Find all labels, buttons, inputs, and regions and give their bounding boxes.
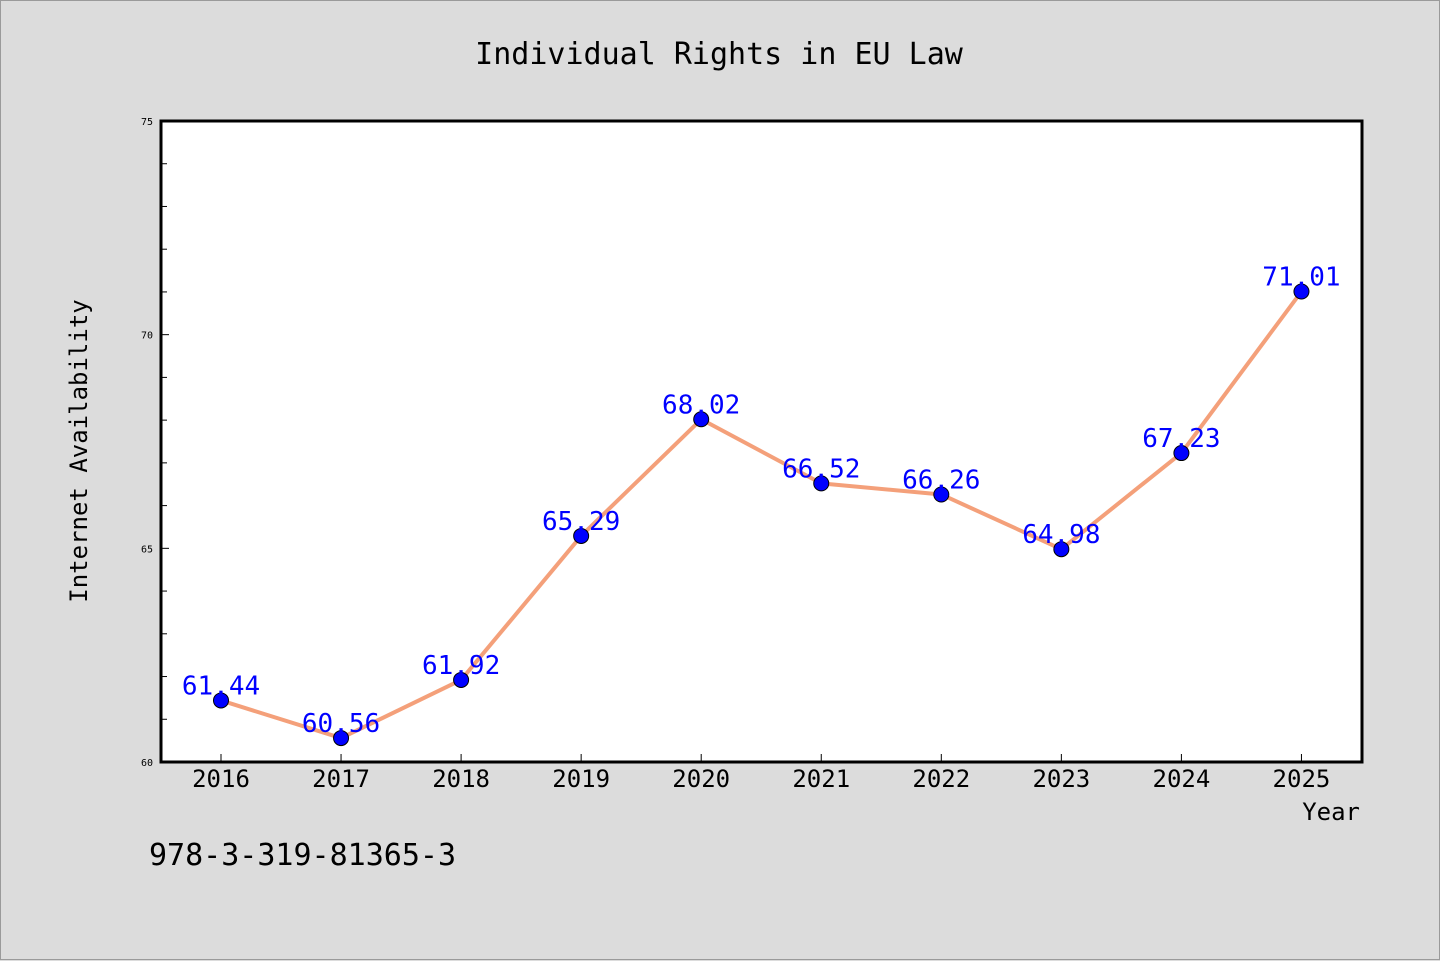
plot-area: [161, 121, 1362, 762]
data-label: 60.56: [302, 709, 380, 739]
data-point: [453, 671, 470, 688]
data-label: 64.98: [1022, 520, 1100, 550]
x-tick-label: 2016: [192, 765, 250, 793]
y-tick-label: 60: [141, 758, 153, 769]
data-label: 61.92: [422, 651, 500, 681]
x-tick-label: 2023: [1032, 765, 1090, 793]
data-point: [333, 730, 350, 747]
x-tick-label: 2022: [912, 765, 970, 793]
data-point: [933, 486, 950, 503]
data-point: [693, 411, 710, 428]
x-tick-label: 2018: [432, 765, 490, 793]
data-point: [1173, 445, 1190, 462]
data-label: 65.29: [542, 507, 620, 537]
data-point: [813, 475, 830, 492]
x-tick-label: 2024: [1153, 765, 1211, 793]
axis-ticks: 60 65 70 75 2016 2017 2018 2019 2020 2021 2022 2023…: [141, 117, 1330, 793]
x-tick-label: 2025: [1273, 765, 1331, 793]
data-point: [1053, 541, 1070, 558]
series-line: [219, 289, 1304, 741]
series-layer: 61.44 60.56 61.92 65.29 68.02 66.52 66.26 64.98…: [182, 263, 1341, 747]
x-axis-label: Year: [1302, 798, 1360, 826]
x-tick-label: 2019: [552, 765, 610, 793]
data-label: 68.02: [662, 390, 740, 420]
data-label: 66.52: [782, 454, 860, 484]
data-point: [213, 692, 229, 709]
x-tick-label: 2020: [672, 765, 730, 793]
data-point: [1293, 283, 1310, 300]
x-tick-label: 2017: [312, 765, 370, 793]
y-tick-label: 70: [141, 331, 153, 342]
plot-frame: [159, 119, 1364, 764]
x-tick-label: 2021: [792, 765, 850, 793]
data-label: 61.44: [182, 671, 260, 701]
y-axis-label: Internet Availability: [65, 299, 93, 602]
chart-title: Individual Rights in EU Law: [475, 37, 964, 72]
data-label: 67.23: [1142, 424, 1220, 454]
data-point: [573, 527, 590, 544]
y-tick-label: 75: [141, 117, 153, 128]
y-tick-label: 65: [141, 544, 153, 555]
data-label: 71.01: [1262, 263, 1340, 293]
data-label: 66.26: [902, 465, 980, 495]
isbn-text: 978-3-319-81365-3: [149, 838, 456, 873]
